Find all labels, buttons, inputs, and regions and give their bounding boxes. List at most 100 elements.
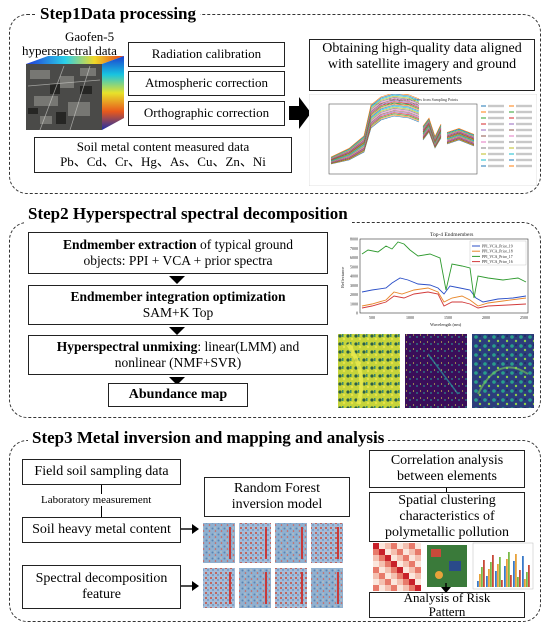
heatmap-cell — [397, 549, 403, 555]
spectra-curve — [330, 115, 420, 165]
heatmap-cell — [397, 561, 403, 567]
bar-thumb-bar — [499, 557, 501, 587]
endmember-extraction-box: Endmember extraction of typical ground o… — [28, 232, 328, 274]
inversion-map-images — [203, 523, 343, 608]
inversion-map-colorbar — [265, 572, 267, 604]
endmember-series-line — [361, 291, 527, 309]
heatmap-cell — [379, 579, 385, 585]
spectra-legend-entry — [516, 134, 532, 138]
heatmap-cell — [409, 549, 415, 555]
spatial-clustering-box: Spatial clustering characteristics of po… — [369, 492, 525, 542]
spectra-curve — [446, 134, 475, 141]
bar-thumb-bar — [495, 571, 497, 587]
heatmap-cell — [379, 555, 385, 561]
soil-spectra-chart: Soil Spectral Curves from Sampling Point… — [309, 94, 537, 186]
soil-metal-content-box: Soil metal content measured data Pb、Cd、C… — [34, 137, 292, 173]
spectra-curve — [446, 139, 475, 146]
arrow-right-icon — [181, 581, 199, 591]
spectra-curve — [330, 98, 420, 159]
analysis-thumbnails — [373, 542, 534, 591]
random-forest-box: Random Forest inversion model — [204, 477, 350, 517]
down-arrow-icon — [169, 327, 185, 335]
step3-title: Step3 Metal inversion and mapping and an… — [28, 428, 389, 448]
endmember-ytick: 7000 — [350, 246, 358, 251]
spectra-legend-entry — [488, 164, 504, 168]
spectra-curve — [446, 138, 475, 146]
spectra-curve — [330, 94, 420, 159]
endmember-xtick: 1000 — [406, 315, 414, 320]
spectra-curve — [330, 113, 420, 164]
spectra-legend-entry — [488, 116, 504, 120]
lab-measurement-label: Laboratory measurement — [40, 494, 153, 506]
spectra-legend-entry — [516, 158, 532, 162]
bar-thumb-bar — [479, 574, 481, 587]
step1-title: Step1Data processing — [36, 4, 200, 24]
heatmap-cell — [391, 573, 397, 579]
spectra-curve — [330, 112, 420, 164]
heatmap-cell — [385, 585, 391, 591]
spectra-legend-entry — [516, 116, 532, 120]
heatmap-cell — [373, 573, 379, 579]
spectra-curve — [446, 135, 475, 143]
spectra-legend-entry — [516, 122, 532, 126]
spectra-curve — [330, 101, 420, 160]
spectra-curve — [446, 129, 475, 137]
bar-thumb-bar — [524, 579, 526, 587]
heatmap-cell — [391, 561, 397, 567]
endmember-ytick: 0 — [356, 311, 358, 316]
bar-thumb-bar — [483, 560, 485, 587]
bar-thumb-bar — [519, 570, 521, 587]
bar-thumb-bar — [488, 569, 490, 587]
right-arrow-icon — [289, 97, 311, 129]
endmember-legend-label: PPI_VCA_Prior_19 — [482, 244, 513, 248]
endmember-series-line — [361, 241, 527, 299]
heatmap-cell — [391, 555, 397, 561]
endmember-xtick: 500 — [369, 315, 375, 320]
hyperspectral-unmixing-box: Hyperspectral unmixing: linear(LMM) and … — [28, 335, 328, 375]
endmember-series-line — [361, 277, 527, 303]
inversion-map-colorbar — [265, 527, 267, 559]
heatmap-cell — [415, 561, 421, 567]
high-quality-data-box: Obtaining high-quality data aligned with… — [309, 39, 535, 91]
heatmap-cell — [403, 555, 409, 561]
bar-thumb-bar — [504, 566, 506, 587]
spectra-legend-entry — [516, 146, 532, 150]
endmember-xtick: 1500 — [444, 315, 452, 320]
hyperspectral-cube-image — [26, 56, 124, 131]
spectra-curve — [330, 109, 420, 163]
heatmap-cell — [409, 573, 415, 579]
abundance-map-box: Abundance map — [108, 383, 248, 407]
spectra-legend-entry — [516, 110, 532, 114]
heatmap-cell — [385, 555, 391, 561]
inversion-map-colorbar — [301, 572, 303, 604]
bar-thumb-bar — [497, 564, 499, 587]
spectra-curve — [446, 130, 475, 137]
spectra-legend-entry — [488, 128, 504, 132]
endmember-legend-label: PPI_VCA_Prior_17 — [482, 255, 513, 259]
spectra-curve — [330, 110, 420, 163]
heatmap-cell — [409, 555, 415, 561]
spectra-curve — [330, 105, 420, 162]
heatmap-cell — [373, 585, 379, 591]
endmember-legend-label: PPI_VCA_Prior_18 — [482, 250, 513, 254]
heatmap-cell — [379, 549, 385, 555]
inversion-map-colorbar — [301, 527, 303, 559]
heatmap-cell — [373, 579, 379, 585]
spectra-curve — [446, 130, 475, 138]
heatmap-cell — [385, 573, 391, 579]
heatmap-cell — [409, 561, 415, 567]
spectra-curve — [330, 96, 420, 159]
heatmap-cell — [373, 549, 379, 555]
spectra-curve — [446, 134, 475, 142]
heatmap-cell — [415, 579, 421, 585]
heatmap-cell — [415, 549, 421, 555]
inversion-map-colorbar — [229, 527, 231, 559]
endmember-ytick: 5000 — [350, 264, 358, 269]
bar-thumb-bar — [515, 554, 517, 587]
spectra-legend-entry — [488, 158, 504, 162]
endmember-legend-box — [469, 240, 527, 266]
endmember-ytick: 2000 — [350, 292, 358, 297]
spectra-legend-entry — [516, 128, 532, 132]
spectra-curve — [446, 138, 475, 145]
down-arrow-icon — [169, 377, 185, 385]
